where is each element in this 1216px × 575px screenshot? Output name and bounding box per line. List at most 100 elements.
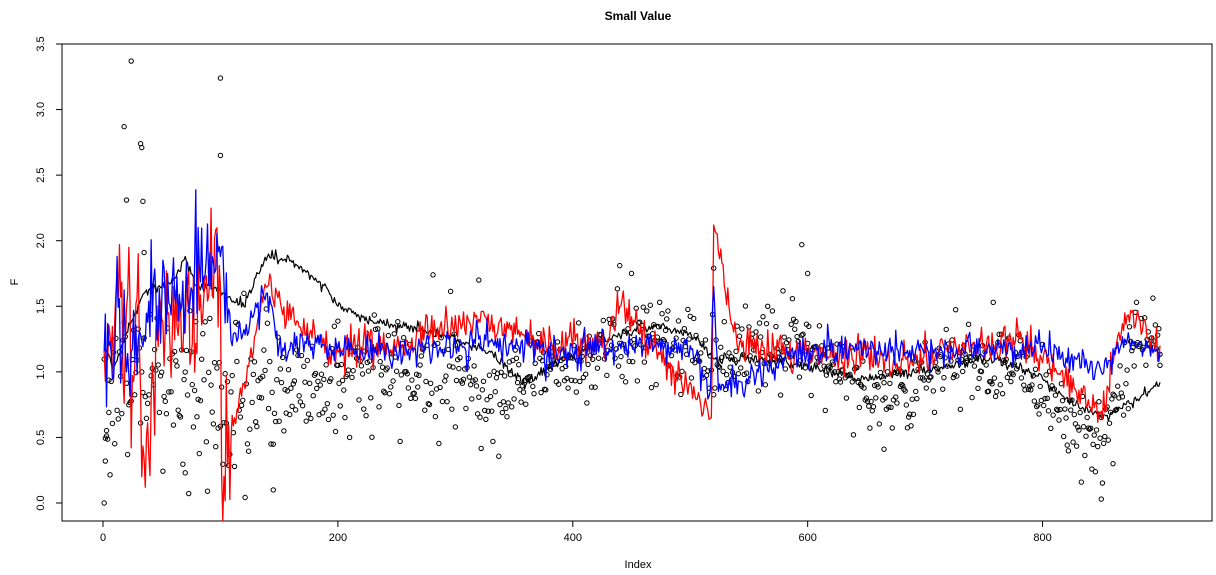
data-point	[617, 262, 623, 269]
y-axis: 0.0 0.5 1.0 1.5 2.0 2.5 3.0 3.5	[35, 36, 63, 511]
data-point	[889, 425, 895, 431]
data-point	[291, 378, 298, 384]
data-point	[304, 357, 311, 364]
data-point	[284, 388, 291, 394]
data-point	[1021, 382, 1027, 388]
data-point	[499, 409, 506, 416]
x-tick-label: 200	[329, 532, 347, 544]
data-point	[516, 361, 522, 368]
data-point	[520, 389, 527, 395]
data-point	[260, 373, 266, 380]
data-point	[415, 384, 421, 390]
data-point	[269, 389, 275, 396]
data-point	[679, 368, 685, 375]
data-point	[881, 380, 887, 386]
data-point	[1011, 361, 1018, 367]
data-point	[976, 375, 982, 382]
data-point	[941, 374, 947, 381]
data-point	[1032, 366, 1039, 372]
data-point	[1095, 443, 1101, 450]
data-point	[866, 403, 872, 409]
data-point	[346, 434, 353, 441]
data-point	[994, 389, 1000, 395]
data-point	[907, 411, 913, 417]
data-point	[1052, 392, 1059, 398]
x-axis: 0 200 400 600 800	[100, 520, 1052, 544]
data-point	[621, 328, 628, 334]
data-point	[350, 368, 356, 374]
data-point	[568, 377, 575, 384]
y-tick-label: 1.0	[35, 364, 47, 379]
data-point	[456, 365, 462, 372]
data-point	[1006, 371, 1013, 377]
data-point	[765, 303, 771, 309]
data-point	[321, 376, 327, 383]
x-tick-label: 400	[564, 532, 582, 544]
data-point	[103, 433, 110, 439]
data-point	[404, 371, 410, 377]
data-point	[726, 350, 732, 356]
data-point	[742, 303, 749, 309]
data-point	[222, 371, 228, 377]
data-point	[1092, 469, 1099, 475]
data-point	[388, 384, 394, 390]
data-point	[249, 399, 255, 406]
data-point	[371, 312, 377, 318]
data-point	[378, 372, 385, 378]
data-point	[398, 372, 405, 378]
data-point	[850, 432, 857, 438]
data-point	[796, 374, 803, 380]
data-point	[985, 388, 992, 394]
data-point	[203, 439, 210, 445]
data-point	[969, 394, 975, 401]
data-point	[432, 413, 439, 420]
data-point	[363, 412, 369, 419]
data-point	[854, 364, 860, 371]
data-point	[425, 400, 432, 407]
data-point	[113, 335, 119, 342]
data-point	[586, 333, 592, 339]
data-point	[214, 365, 220, 371]
data-point	[114, 407, 120, 414]
data-point	[397, 438, 403, 445]
data-point	[361, 406, 367, 412]
data-point	[910, 411, 917, 418]
data-point	[494, 370, 501, 377]
data-point	[323, 362, 329, 368]
y-tick-label: 0.5	[35, 430, 47, 445]
data-point	[231, 463, 238, 470]
data-point	[573, 389, 579, 395]
data-point	[736, 333, 743, 339]
data-point	[486, 372, 493, 378]
data-point	[182, 470, 188, 476]
data-point	[1055, 407, 1061, 413]
data-point	[1088, 425, 1094, 432]
data-point	[1043, 372, 1049, 378]
data-point	[477, 414, 483, 420]
data-point	[302, 379, 308, 385]
data-point	[390, 378, 396, 384]
data-point	[184, 392, 191, 398]
data-point	[1152, 322, 1159, 328]
data-point	[653, 381, 659, 388]
data-point	[965, 321, 972, 328]
data-point	[959, 368, 966, 375]
data-point	[1068, 407, 1074, 413]
data-point	[124, 451, 131, 458]
data-point	[335, 362, 341, 368]
data-point	[342, 414, 348, 421]
data-point	[144, 400, 151, 407]
data-point	[1062, 406, 1068, 412]
data-point	[1110, 460, 1116, 467]
data-point	[881, 446, 887, 452]
data-point	[426, 401, 433, 408]
data-point	[1059, 397, 1066, 404]
data-point	[274, 377, 280, 383]
data-point	[1085, 425, 1092, 431]
data-point	[577, 378, 583, 385]
data-point	[594, 365, 601, 371]
data-point	[517, 387, 523, 393]
data-point	[473, 383, 480, 389]
data-point	[478, 445, 484, 452]
data-point	[238, 402, 245, 408]
